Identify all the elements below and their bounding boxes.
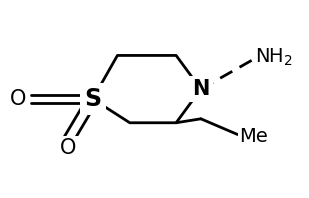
Text: O: O <box>11 89 27 109</box>
Text: NH$_2$: NH$_2$ <box>255 47 293 68</box>
Text: S: S <box>84 87 101 111</box>
Text: Me: Me <box>239 127 268 146</box>
Text: O: O <box>60 138 76 159</box>
Text: N: N <box>192 79 210 99</box>
